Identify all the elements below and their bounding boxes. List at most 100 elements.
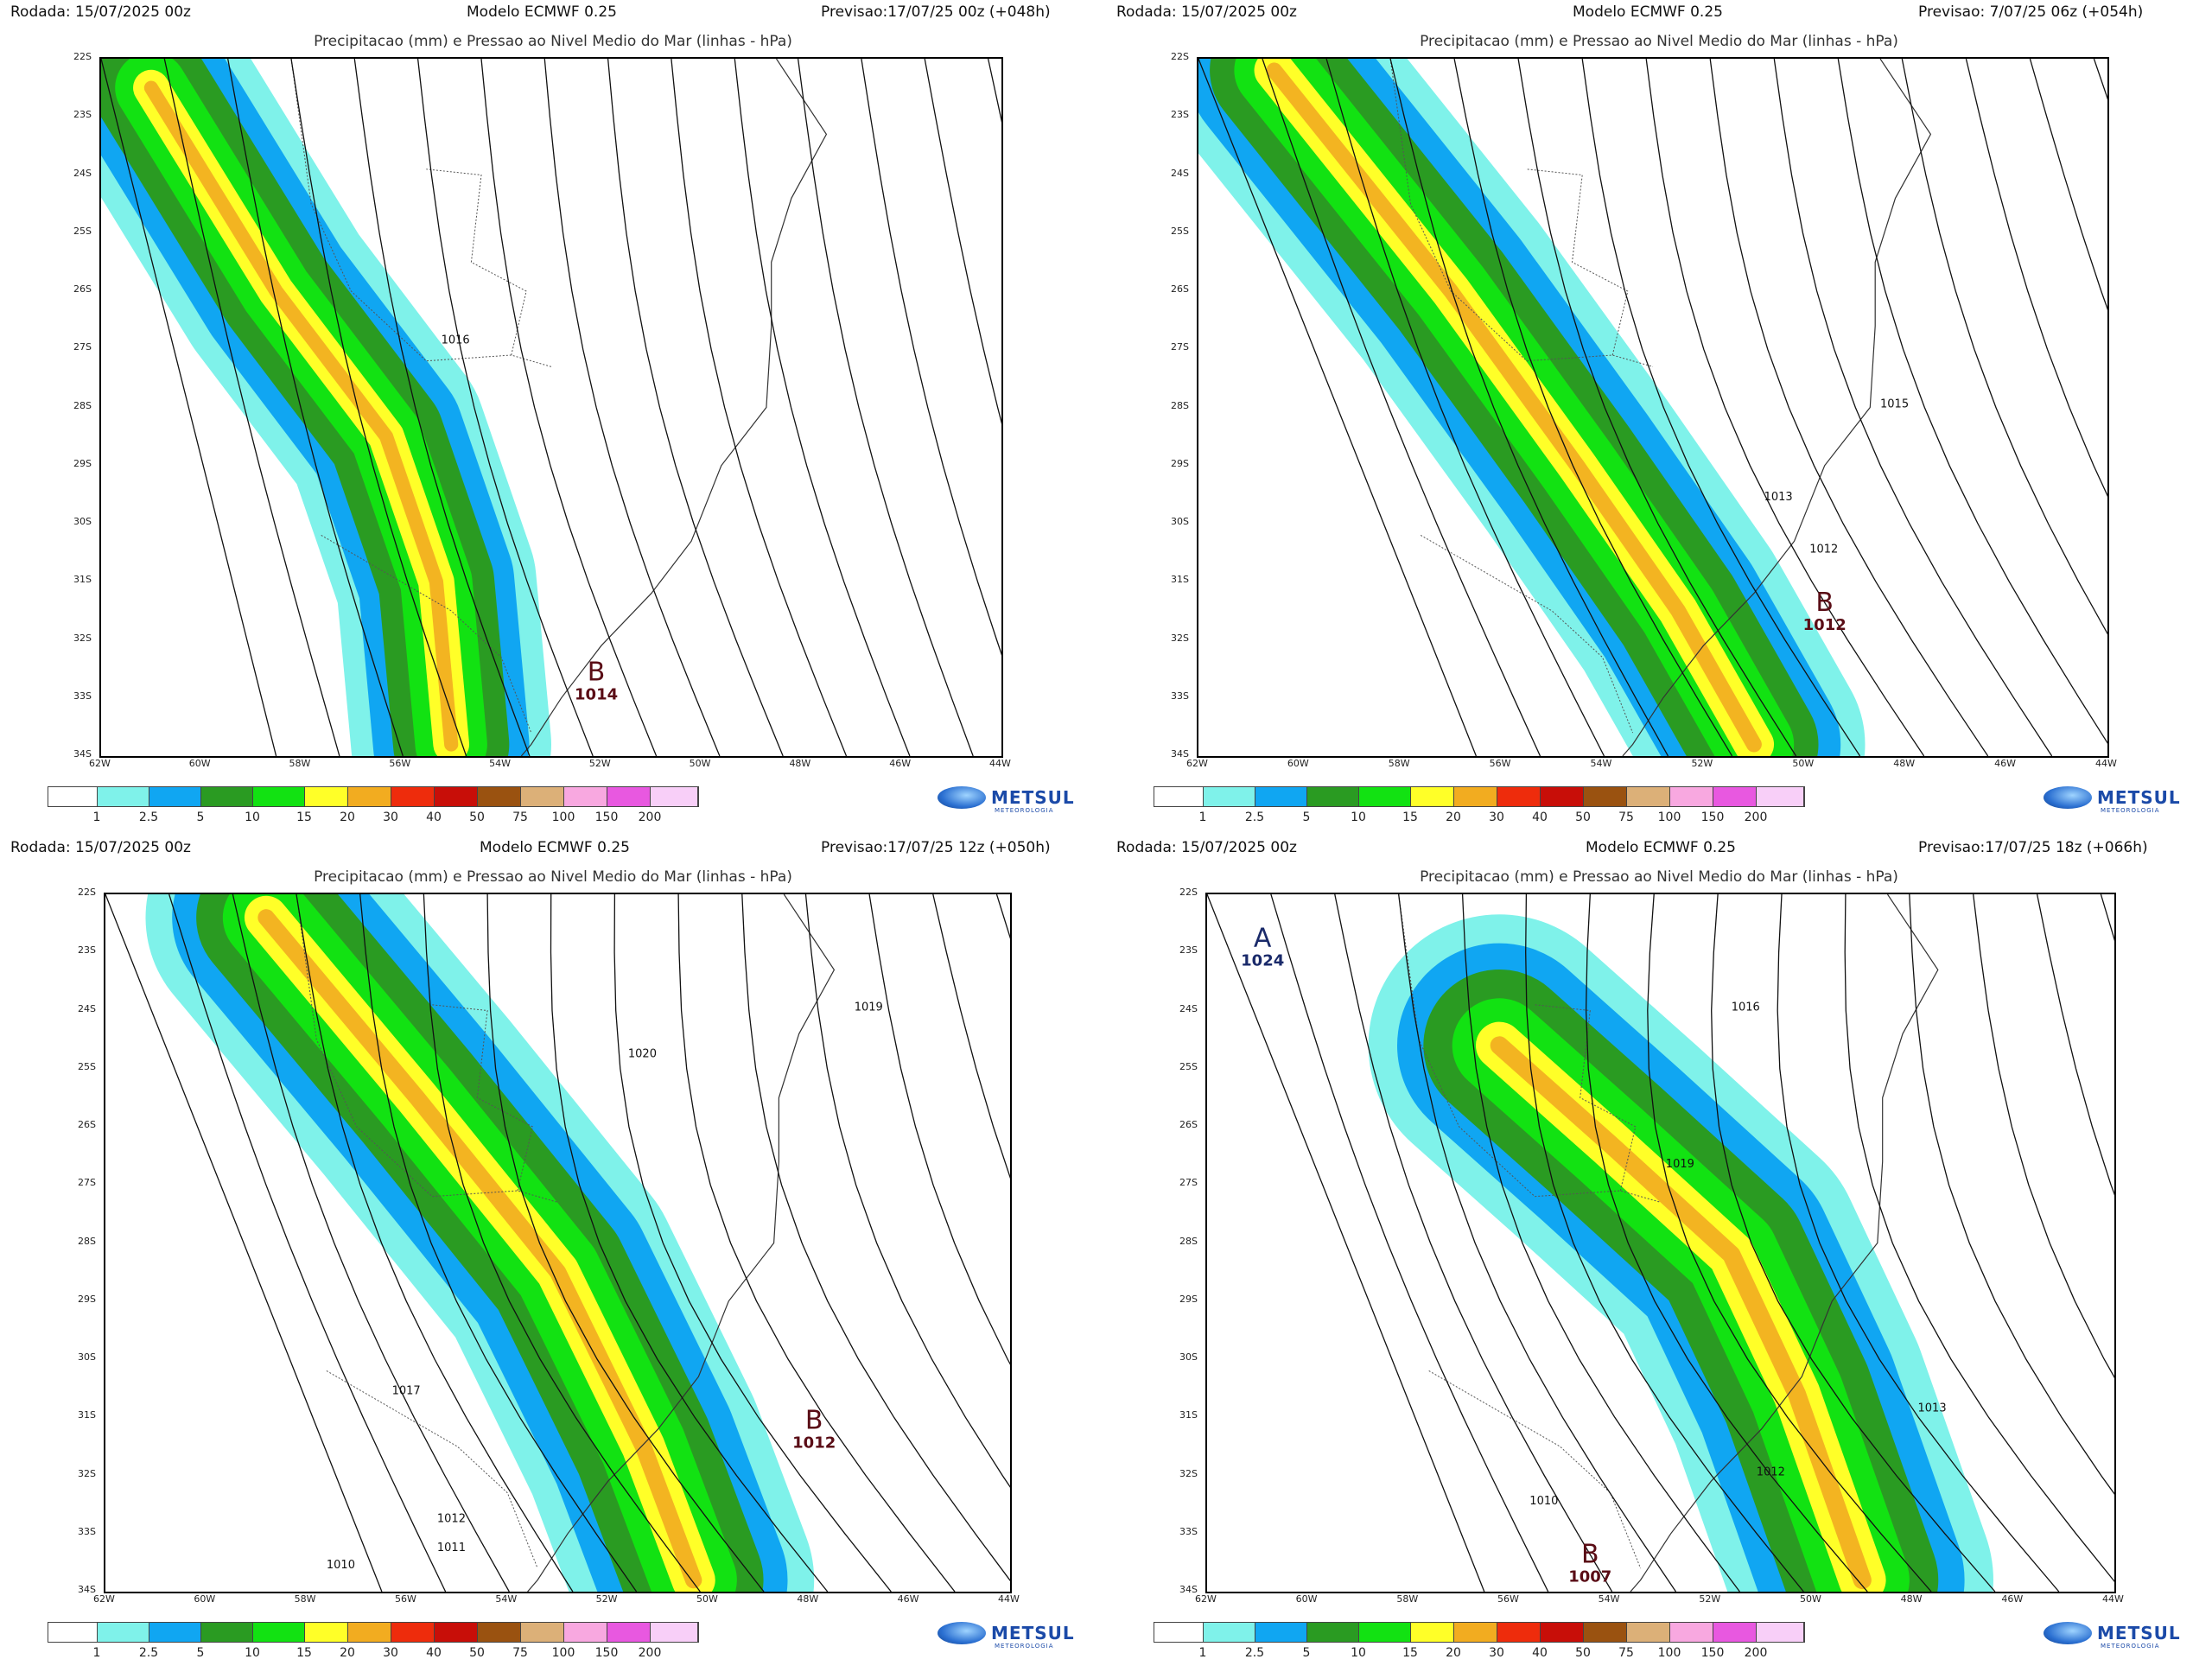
metsul-logo-icon <box>938 1622 986 1644</box>
lat-tick-label: 26S <box>1171 283 1189 295</box>
lat-tick-label: 32S <box>1179 1467 1198 1479</box>
scale-swatch <box>478 787 521 806</box>
lon-tick-label: 46W <box>897 1593 919 1605</box>
coastline <box>520 59 828 756</box>
pressure-center-value: 1024 <box>1241 952 1284 970</box>
metsul-logo-icon <box>2044 786 2092 809</box>
lat-tick-label: 27S <box>1171 341 1189 353</box>
isobar-line <box>2036 894 2114 1196</box>
scale-label: 75 <box>512 1646 528 1660</box>
scale-swatch <box>564 787 607 806</box>
isobar-line <box>797 59 974 756</box>
coastline <box>527 894 836 1592</box>
isobar-label: 1013 <box>1918 1402 1947 1415</box>
lon-tick-label: 60W <box>194 1593 216 1605</box>
isobar-line <box>232 894 510 1592</box>
country-border-3 <box>1526 168 1629 356</box>
scale-swatch <box>1627 787 1670 806</box>
scale-label: 1 <box>92 811 101 824</box>
forecast-panel-1: Rodada: 15/07/2025 00z Modelo ECMWF 0.25… <box>0 0 1106 836</box>
lat-tick-label: 29S <box>1171 457 1189 469</box>
lat-tick-label: 25S <box>1179 1060 1198 1072</box>
scale-swatch <box>1497 787 1541 806</box>
lat-tick-label: 34S <box>73 748 92 760</box>
scale-swatch <box>1541 1623 1584 1642</box>
isobar-line <box>423 894 701 1592</box>
scale-swatch <box>1204 1623 1255 1642</box>
scale-label: 15 <box>1402 1646 1418 1660</box>
scale-label: 150 <box>594 1646 619 1660</box>
lon-tick-label: 50W <box>1800 1593 1821 1605</box>
scale-swatch <box>607 1623 651 1642</box>
isobar-line <box>550 894 829 1592</box>
metsul-logo: METSUL METEOROLOGIA <box>938 786 1075 814</box>
precip-band-level-6 <box>143 80 459 752</box>
forecast-time-label: Previsao:17/07/25 18z (+066h) <box>1918 839 2148 856</box>
scale-swatch <box>1255 1623 1307 1642</box>
forecast-panel-4: Rodada: 15/07/2025 00z Modelo ECMWF 0.25… <box>1106 836 2212 1671</box>
scale-label: 200 <box>1744 1646 1768 1660</box>
scale-swatch <box>1359 1623 1411 1642</box>
scale-label: 40 <box>426 1646 442 1660</box>
scale-label: 30 <box>383 811 398 824</box>
scale-swatch <box>253 1623 305 1642</box>
scale-label: 20 <box>340 811 355 824</box>
scale-swatch <box>149 1623 201 1642</box>
isobar-line <box>1325 59 1605 756</box>
scale-swatch <box>98 787 149 806</box>
lat-tick-label: 34S <box>78 1584 96 1595</box>
coastline <box>1630 894 1939 1592</box>
lon-tick-label: 54W <box>489 758 511 769</box>
isobar-label: 1016 <box>1732 1001 1760 1014</box>
scale-swatch <box>1757 1623 1804 1642</box>
lon-tick-label: 44W <box>2102 1593 2124 1605</box>
isobar-line <box>924 59 1001 425</box>
isobar-label: 1010 <box>1529 1495 1558 1508</box>
lat-tick-label: 30S <box>1171 516 1189 527</box>
isobar-line <box>2100 894 2114 942</box>
lon-tick-label: 58W <box>1388 758 1410 769</box>
metsul-logo-text: METSUL <box>2097 787 2181 808</box>
isobar-line <box>677 894 956 1592</box>
lat-tick-label: 28S <box>73 399 92 411</box>
scale-label: 200 <box>638 811 662 824</box>
isobar-line <box>987 59 1001 123</box>
precip-band-level-6 <box>1490 1036 1872 1590</box>
precip-color-scale <box>1154 786 1805 807</box>
run-label: Rodada: 15/07/2025 00z <box>1116 839 1297 856</box>
isobar-line <box>2093 59 2107 100</box>
scale-swatch <box>1411 787 1454 806</box>
coastline <box>1622 59 1932 756</box>
precipitation-map: 1016 B 1014 <box>99 57 1003 758</box>
isobar-line <box>1973 894 2114 1379</box>
scale-swatch <box>435 1623 478 1642</box>
lat-tick-label: 27S <box>73 341 92 353</box>
scale-label: 40 <box>1532 811 1548 824</box>
lat-tick-label: 26S <box>73 283 92 295</box>
precipitation-map: 1013 1012 1015 B 1012 <box>1197 57 2109 758</box>
scale-label: 5 <box>196 1646 205 1660</box>
scale-label: 40 <box>426 811 442 824</box>
metsul-logo-icon <box>938 786 986 809</box>
lon-tick-label: 48W <box>1893 758 1916 769</box>
lat-tick-label: 24S <box>1179 1002 1198 1014</box>
isobar-line <box>1777 894 2060 1592</box>
lon-tick-label: 62W <box>93 1593 115 1605</box>
country-border-2 <box>1398 894 1662 1203</box>
lat-tick-label: 24S <box>78 1002 96 1014</box>
isobar-label: 1010 <box>327 1559 355 1572</box>
scale-swatch <box>201 787 253 806</box>
isobar-line <box>1262 59 1541 756</box>
scale-swatch <box>1584 787 1627 806</box>
lat-tick-label: 33S <box>78 1525 96 1537</box>
isobar-line <box>486 894 765 1592</box>
forecast-panel-2: Rodada: 15/07/2025 00z Modelo ECMWF 0.25… <box>1106 0 2212 836</box>
scale-swatch <box>391 1623 435 1642</box>
lat-tick-label: 28S <box>1171 399 1189 411</box>
isobar-line <box>1585 894 1868 1592</box>
isobar-label: 1019 <box>1666 1158 1694 1171</box>
scale-label: 5 <box>1302 1646 1311 1660</box>
lat-tick-label: 25S <box>78 1060 96 1072</box>
metsul-logo: METSUL METEOROLOGIA <box>2044 786 2181 814</box>
scale-label: 30 <box>1489 1646 1504 1660</box>
